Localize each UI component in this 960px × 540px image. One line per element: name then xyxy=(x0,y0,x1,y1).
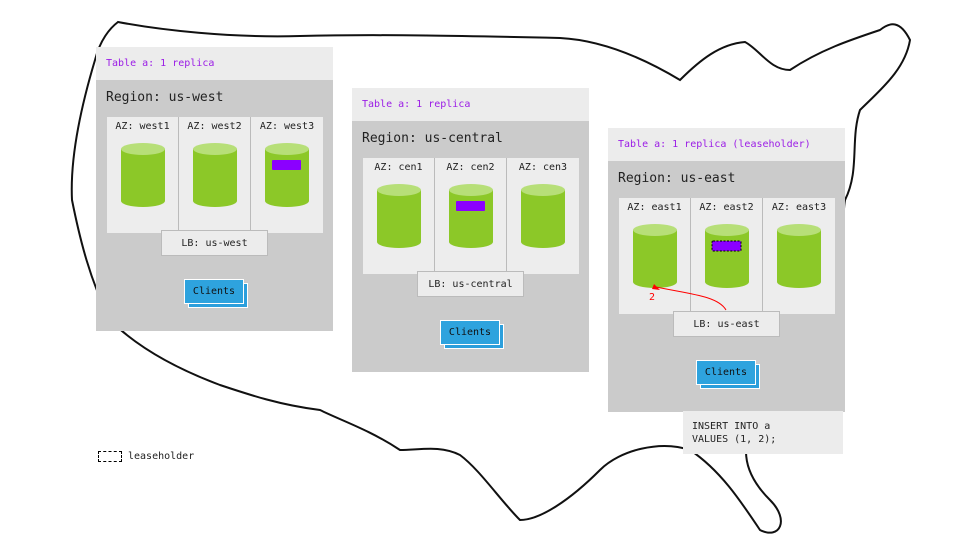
availability-zone: AZ: west2 xyxy=(179,117,251,233)
table-replica-label: Table a: 1 replica xyxy=(352,88,589,121)
az-label: AZ: east1 xyxy=(627,202,682,213)
replica-node-icon xyxy=(777,224,821,288)
legend: leaseholder xyxy=(98,451,194,462)
az-label: AZ: cen1 xyxy=(374,162,423,173)
availability-zone: AZ: cen3 xyxy=(507,158,579,274)
region-panel: Region: us-east AZ: east1 AZ: east2 AZ: … xyxy=(608,161,845,412)
clients-label: Clients xyxy=(696,360,756,385)
clients-label: Clients xyxy=(184,279,244,304)
load-balancer: LB: us-central xyxy=(417,271,524,297)
region-panel: Region: us-west AZ: west1 AZ: west2 AZ: … xyxy=(96,80,333,331)
az-group: AZ: cen1 AZ: cen2 AZ: cen3 xyxy=(363,158,579,274)
availability-zone: AZ: east2 xyxy=(691,198,763,314)
replica-node-icon xyxy=(449,184,493,248)
az-label: AZ: cen3 xyxy=(518,162,568,173)
region-title: Region: us-west xyxy=(106,90,224,105)
az-label: AZ: west1 xyxy=(115,121,170,132)
availability-zone: AZ: cen2 xyxy=(435,158,507,274)
replica-node-icon xyxy=(521,184,565,248)
clients: Clients xyxy=(440,320,504,349)
clients: Clients xyxy=(696,360,760,389)
replica-node-icon xyxy=(705,224,749,288)
availability-zone: AZ: east3 xyxy=(763,198,835,314)
clients-label: Clients xyxy=(440,320,500,345)
range-replica xyxy=(456,201,485,211)
availability-zone: AZ: west1 xyxy=(107,117,179,233)
az-label: AZ: east3 xyxy=(771,202,827,213)
range-replica xyxy=(711,240,742,252)
sql-query: INSERT INTO a VALUES (1, 2); xyxy=(683,411,843,454)
availability-zone: AZ: cen1 xyxy=(363,158,435,274)
az-group: AZ: east1 AZ: east2 AZ: east3 xyxy=(619,198,835,314)
table-replica-label: Table a: 1 replica xyxy=(96,47,333,80)
table-replica-label: Table a: 1 replica (leaseholder) xyxy=(608,128,845,161)
arrow-step-label: 2 xyxy=(649,292,655,303)
az-label: AZ: west2 xyxy=(187,121,242,132)
replica-node-icon xyxy=(121,143,165,207)
region-title: Region: us-central xyxy=(362,131,503,146)
az-label: AZ: east2 xyxy=(699,202,754,213)
replica-node-icon xyxy=(193,143,237,207)
load-balancer: LB: us-west xyxy=(161,230,268,256)
az-group: AZ: west1 AZ: west2 AZ: west3 xyxy=(107,117,323,233)
availability-zone: AZ: west3 xyxy=(251,117,323,233)
clients: Clients xyxy=(184,279,248,308)
replica-node-icon xyxy=(265,143,309,207)
az-label: AZ: west3 xyxy=(259,121,315,132)
load-balancer: LB: us-east xyxy=(673,311,780,337)
replica-node-icon xyxy=(377,184,421,248)
leaseholder-legend-swatch xyxy=(98,451,122,462)
replica-node-icon xyxy=(633,224,677,288)
region-title: Region: us-east xyxy=(618,171,736,186)
availability-zone: AZ: east1 xyxy=(619,198,691,314)
range-replica xyxy=(272,160,301,170)
region-panel: Region: us-central AZ: cen1 AZ: cen2 AZ:… xyxy=(352,121,589,372)
az-label: AZ: cen2 xyxy=(446,162,495,173)
legend-label: leaseholder xyxy=(128,451,195,462)
